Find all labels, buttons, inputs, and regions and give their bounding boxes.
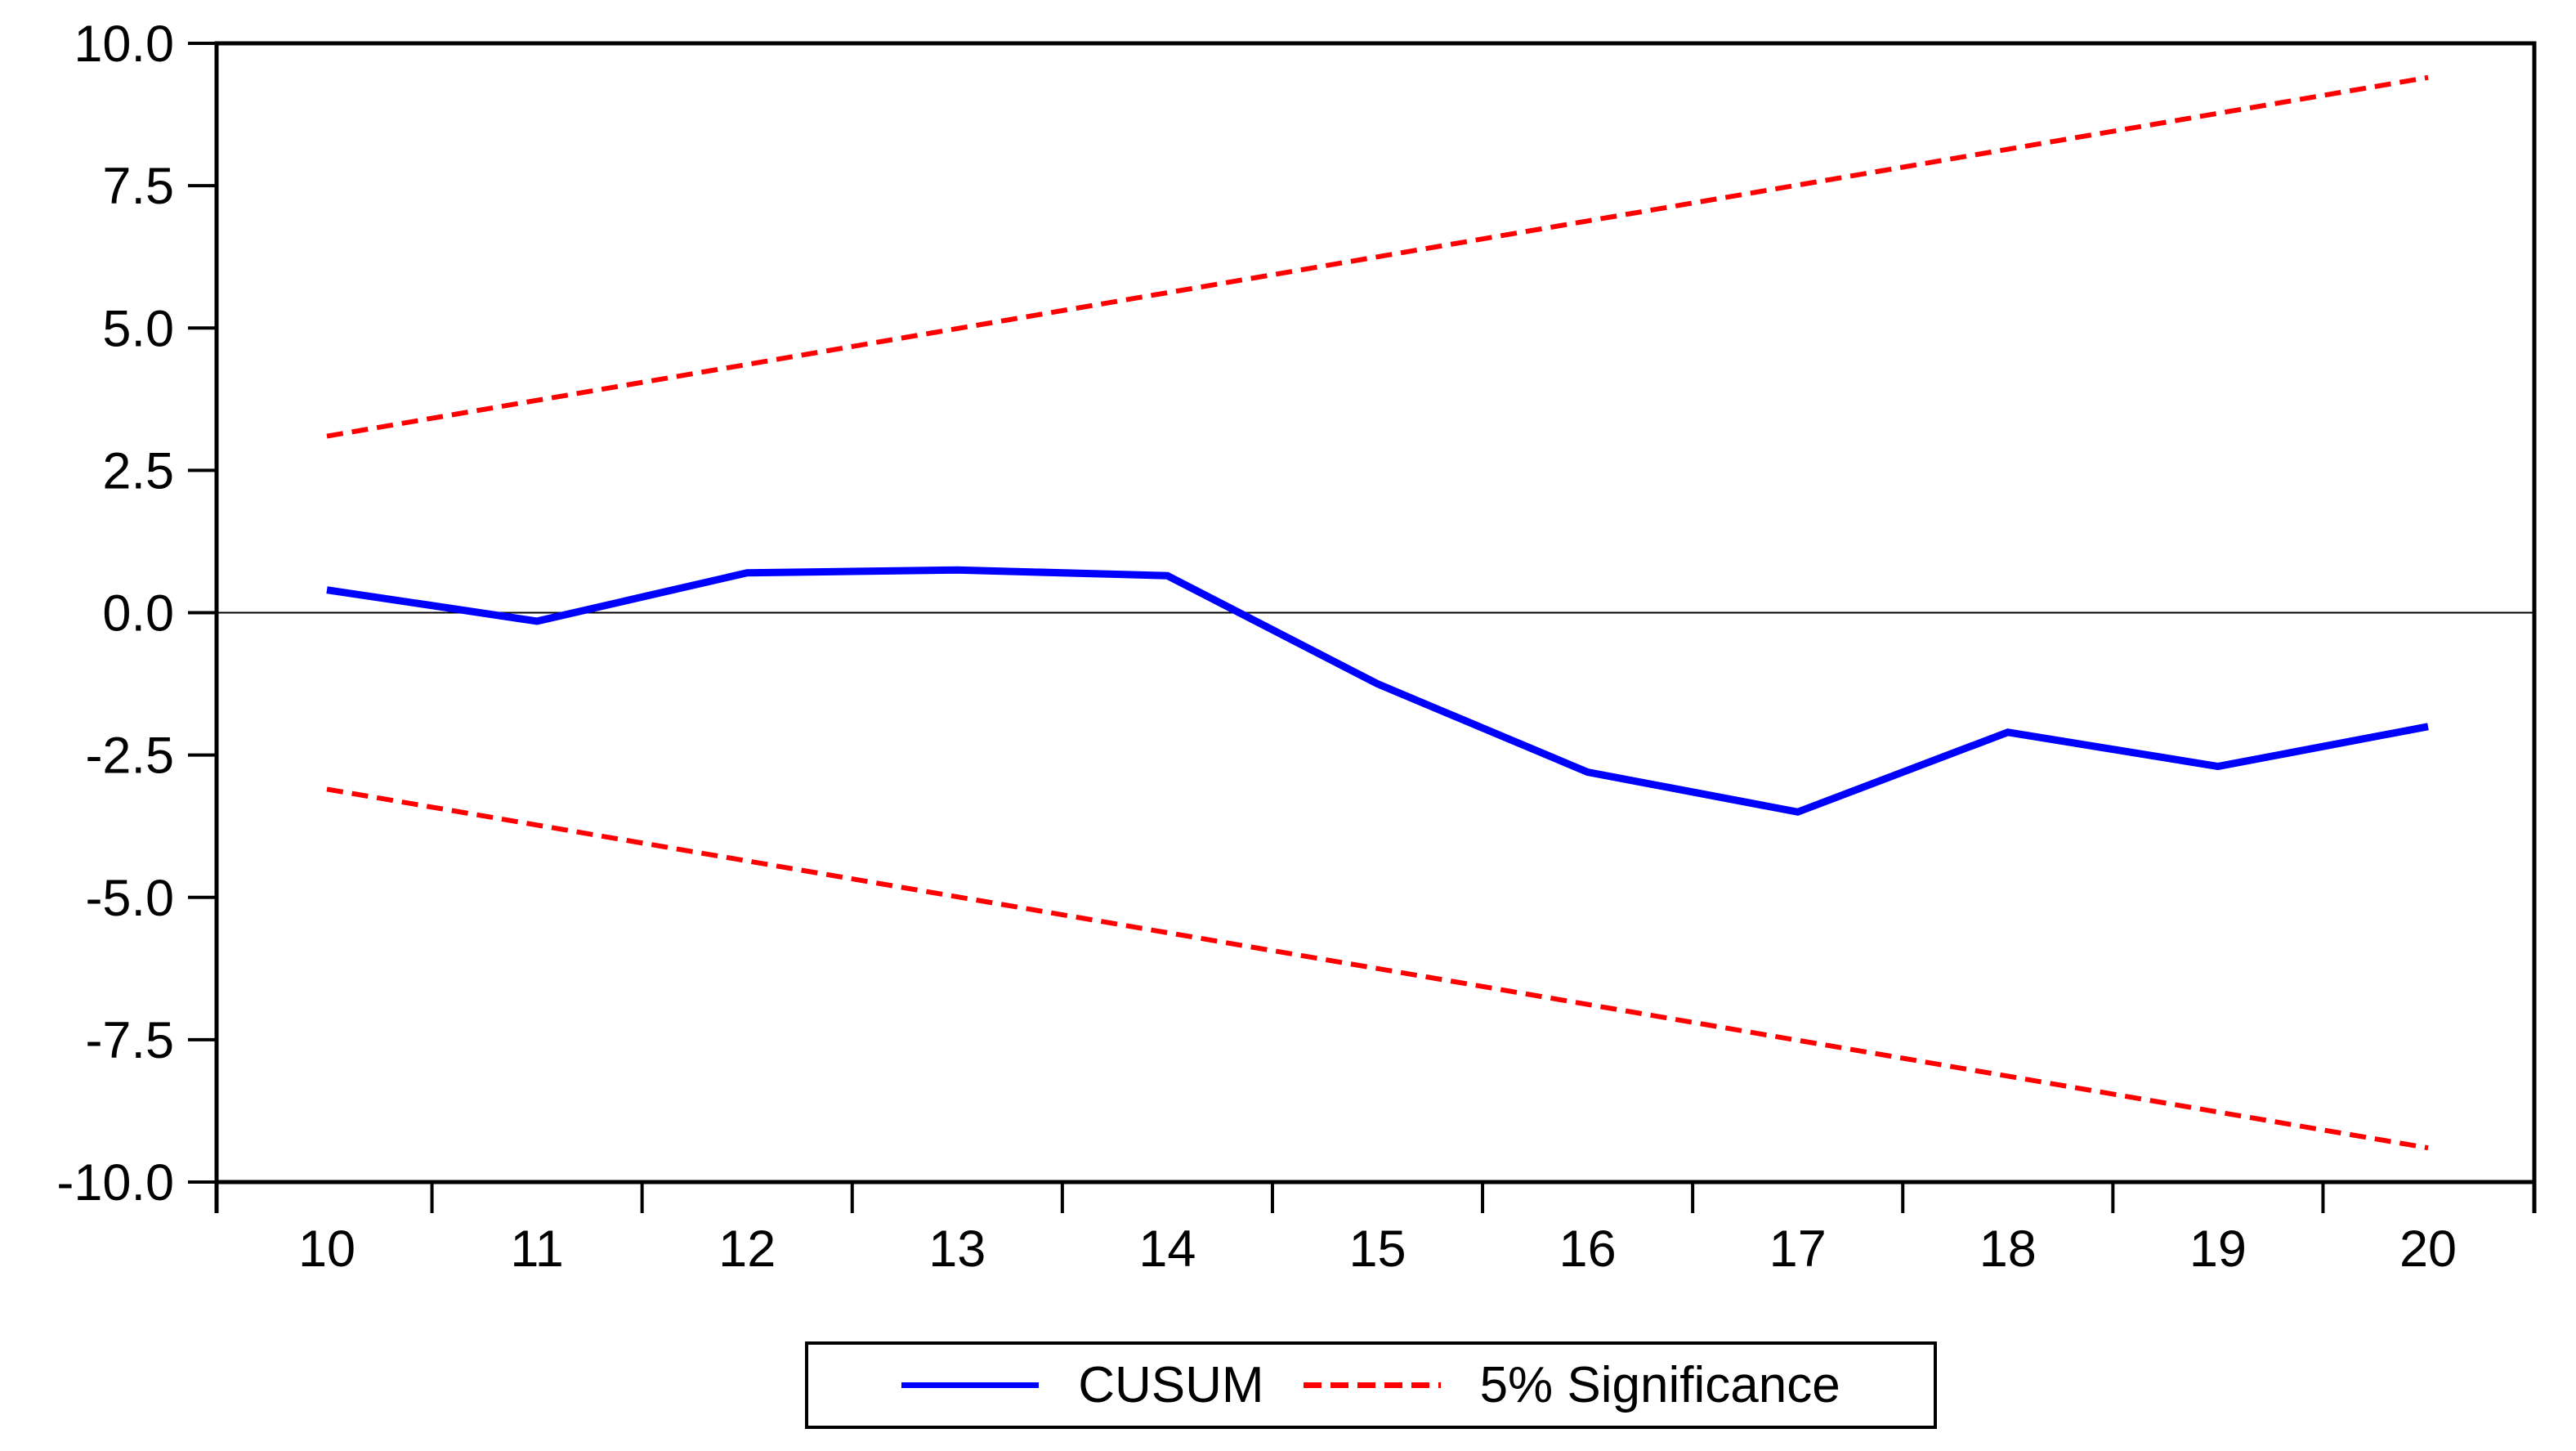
y-axis-tick-label: 0.0 (102, 585, 174, 643)
series-5-significance-lower-bound (326, 786, 2429, 1151)
legend-label-significance: 5% Significance (1479, 1356, 1840, 1413)
y-axis-tick-label: -5.0 (85, 870, 174, 927)
x-axis-tick-label: 12 (718, 1220, 776, 1278)
series-cusum (326, 566, 2429, 816)
x-axis-tick-label: 10 (298, 1220, 356, 1278)
y-axis-tick-label: -10.0 (56, 1154, 174, 1211)
legend-dashed-line-swatch (1303, 1382, 1441, 1388)
chart-legend: CUSUM 5% Significance (805, 1341, 1937, 1429)
legend-label-cusum: CUSUM (1078, 1356, 1264, 1413)
legend-solid-line-swatch (901, 1382, 1040, 1388)
y-axis-tick-label: 10.0 (74, 16, 174, 73)
y-axis-tick-label: 7.5 (102, 158, 174, 215)
y-axis-tick-label: -2.5 (85, 728, 174, 785)
x-axis-tick-label: 14 (1138, 1220, 1196, 1278)
x-axis-tick-label: 11 (510, 1220, 563, 1278)
x-axis-tick-label: 16 (1559, 1220, 1617, 1278)
x-axis-tick-label: 19 (2189, 1220, 2247, 1278)
x-axis-tick-label: 20 (2399, 1220, 2457, 1278)
series-5-significance-upper-bound (326, 74, 2429, 439)
x-axis-tick-label: 15 (1348, 1220, 1406, 1278)
y-axis-tick-label: 5.0 (102, 300, 174, 357)
y-axis-tick-label: -7.5 (85, 1012, 174, 1069)
y-axis-tick-label: 2.5 (102, 442, 174, 499)
x-axis-tick-label: 17 (1769, 1220, 1827, 1278)
x-axis-tick-label: 18 (1979, 1220, 2037, 1278)
x-axis-tick-label: 13 (928, 1220, 986, 1278)
